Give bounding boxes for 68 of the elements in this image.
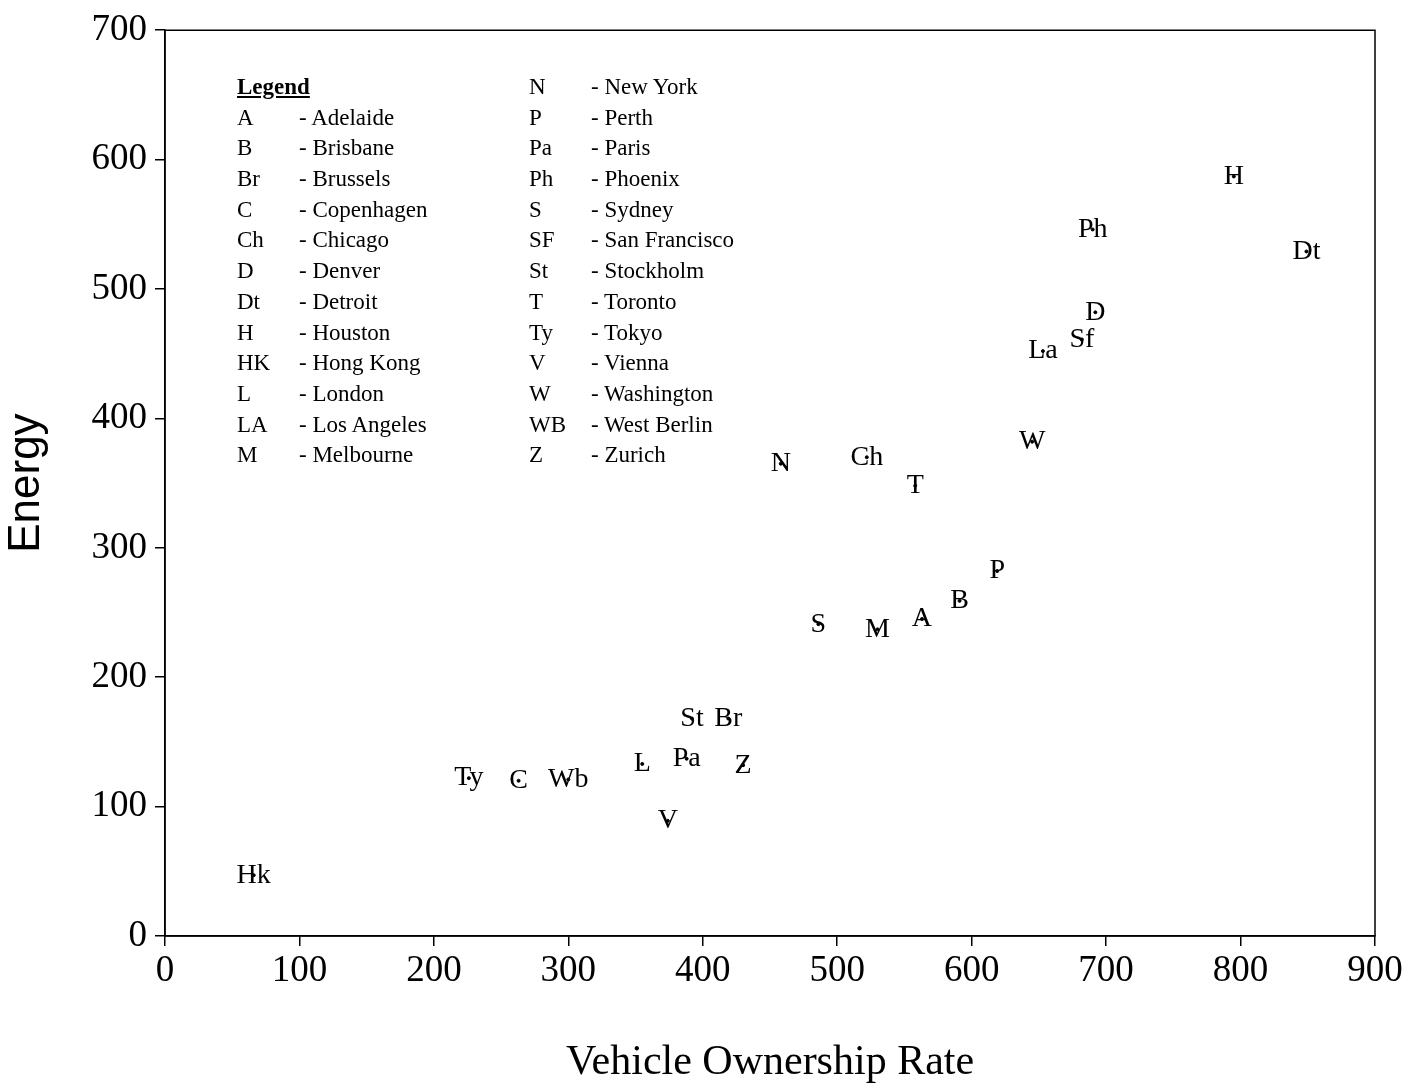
data-label: Ty <box>454 760 484 792</box>
text: H - Houston <box>237 319 391 345</box>
data-label: V <box>657 803 678 835</box>
data-label: La <box>1028 333 1059 365</box>
data-label: Wb <box>548 761 589 793</box>
text: L - London <box>237 380 384 406</box>
text: Ph - Phoenix <box>529 166 680 192</box>
text: Br - Brussels <box>237 166 391 192</box>
data-label: B <box>950 583 969 615</box>
text: W - Washington <box>529 380 714 406</box>
x-tick-label: 500 <box>809 947 865 989</box>
text: T - Toronto <box>529 288 677 314</box>
text: P - Perth <box>529 104 653 130</box>
y-tick-label: 300 <box>91 524 147 566</box>
y-tick-label: 700 <box>91 6 147 48</box>
data-label: A <box>911 601 933 633</box>
text: C - Copenhagen <box>237 196 428 222</box>
data-label: L <box>633 746 651 778</box>
x-tick-label: 800 <box>1212 947 1269 989</box>
data-label: P <box>989 553 1005 585</box>
data-label: S <box>810 606 827 638</box>
text: SF - San Francisco <box>529 227 735 253</box>
text: S - Sydney <box>529 196 674 222</box>
data-label: Br <box>714 700 743 732</box>
data-label: St <box>680 700 704 732</box>
text: HK - Hong Kong <box>237 350 421 376</box>
data-label: W <box>1018 424 1046 456</box>
data-label: C <box>509 763 528 795</box>
data-label: Hk <box>236 857 271 889</box>
text: Dt - Detroit <box>237 288 378 314</box>
x-tick-label: 300 <box>540 947 597 989</box>
data-label: N <box>770 446 791 478</box>
x-tick-label: 100 <box>271 947 328 989</box>
text: D - Denver <box>237 258 381 284</box>
x-tick-label: 600 <box>943 947 1000 989</box>
text: Z - Zurich <box>529 442 666 468</box>
data-label: Dt <box>1292 233 1321 265</box>
text: LA - Los Angeles <box>237 411 427 437</box>
text: V - Vienna <box>529 350 670 376</box>
y-tick-label: 200 <box>91 653 147 695</box>
text: A - Adelaide <box>237 104 395 130</box>
x-tick-label: 900 <box>1347 947 1403 989</box>
data-label: Ch <box>850 439 884 471</box>
x-tick-label: 200 <box>406 947 462 989</box>
data-label: Z <box>734 747 752 779</box>
text: Ch - Chicago <box>237 227 390 253</box>
text: Ty - Tokyo <box>529 319 663 345</box>
y-axis-title: Energy <box>0 413 48 553</box>
annotation: WB - West Berlin <box>529 410 713 439</box>
legend-title: Legend <box>237 73 311 101</box>
data-label: M <box>865 611 891 643</box>
data-label: H <box>1223 158 1244 190</box>
y-tick-label: 100 <box>91 783 147 825</box>
y-tick-label: 500 <box>91 265 147 307</box>
x-axis-title: Vehicle Ownership Rate <box>565 1036 975 1083</box>
text: N - New York <box>529 74 698 99</box>
y-tick-label: 400 <box>91 395 147 437</box>
x-tick-label: 400 <box>675 947 731 989</box>
data-label: Pa <box>672 741 702 773</box>
x-tick-label: 700 <box>1078 947 1134 989</box>
text: M - Melbourne <box>237 442 414 468</box>
x-tick-label: 0 <box>155 947 175 989</box>
text: St - Stockholm <box>529 258 705 284</box>
text: B - Brisbane <box>237 135 395 161</box>
text: Pa - Paris <box>529 135 651 161</box>
y-tick-label: 600 <box>91 136 147 178</box>
y-tick-label: 0 <box>128 912 147 954</box>
data-label: Ph <box>1077 211 1108 243</box>
